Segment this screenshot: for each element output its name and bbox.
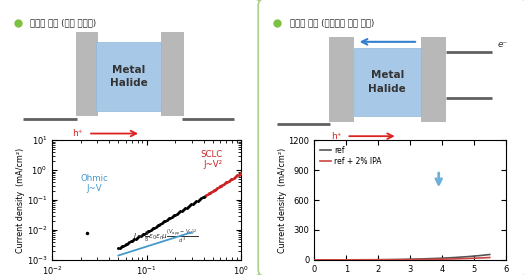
FancyBboxPatch shape bbox=[258, 0, 524, 275]
Text: Metal
Halide: Metal Halide bbox=[368, 70, 406, 94]
Text: h⁺: h⁺ bbox=[73, 129, 83, 138]
Y-axis label: Current density  (mA/cm²): Current density (mA/cm²) bbox=[278, 147, 287, 253]
Text: 정성적 평가 (다이오드 전류 비교): 정성적 평가 (다이오드 전류 비교) bbox=[290, 18, 375, 27]
Y-axis label: Current density  (mA/cm²): Current density (mA/cm²) bbox=[16, 147, 25, 253]
Text: Ohmic
J~V: Ohmic J~V bbox=[80, 174, 108, 193]
Bar bbox=[354, 48, 421, 116]
Text: Metal
Halide: Metal Halide bbox=[110, 65, 147, 88]
Bar bbox=[75, 32, 98, 116]
Text: e⁻: e⁻ bbox=[497, 40, 508, 49]
FancyBboxPatch shape bbox=[0, 0, 260, 275]
Text: 정량적 평가 (전하 이동도): 정량적 평가 (전하 이동도) bbox=[30, 18, 96, 27]
Bar bbox=[421, 37, 446, 122]
Text: h⁺: h⁺ bbox=[331, 132, 341, 141]
Text: SCLC
J~V²: SCLC J~V² bbox=[200, 150, 222, 169]
Bar bbox=[96, 42, 161, 111]
Bar bbox=[329, 37, 354, 122]
Text: $J = \frac{9}{8}\varepsilon_0\varepsilon_r\mu\frac{\left(V_{app}-V_{bi}\right)^2: $J = \frac{9}{8}\varepsilon_0\varepsilon… bbox=[133, 227, 199, 245]
Legend: ref, ref + 2% IPA: ref, ref + 2% IPA bbox=[318, 144, 383, 167]
Bar bbox=[161, 32, 184, 116]
